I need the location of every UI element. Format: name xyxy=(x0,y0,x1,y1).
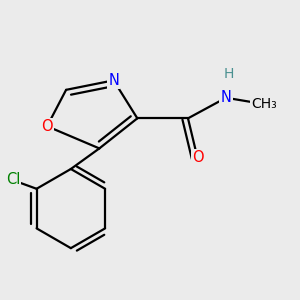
Text: O: O xyxy=(192,150,203,165)
Text: H: H xyxy=(224,67,234,81)
Text: O: O xyxy=(41,119,53,134)
Text: Cl: Cl xyxy=(6,172,20,187)
Text: N: N xyxy=(220,90,231,105)
Text: CH₃: CH₃ xyxy=(251,97,277,111)
Text: N: N xyxy=(108,73,119,88)
